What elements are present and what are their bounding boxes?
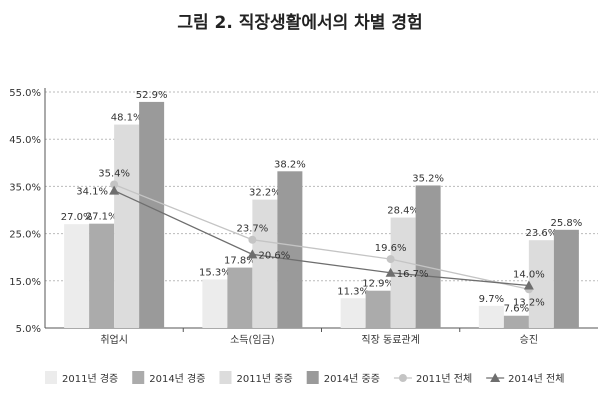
y-tick-label: 35.0% [9,182,41,193]
bar [277,171,303,328]
bar-data-label: 12.9% [362,279,394,290]
bar [528,240,554,328]
bar-data-label: 27.0% [61,212,93,223]
bar [415,185,441,328]
line-point [110,180,119,189]
bar [89,223,115,328]
legend-marker [490,373,501,382]
bar [503,315,529,328]
bar-data-label: 9.7% [479,294,504,305]
x-tick-label: 소득(임금) [230,333,275,346]
bar-data-label: 23.6% [525,228,557,239]
y-tick-label: 25.0% [9,230,41,241]
chart-title: 그림 2. 직장생활에서의 차별 경험 [177,13,423,33]
legend-swatch [45,371,57,384]
bar-data-label: 17.8% [224,256,256,267]
line-point [523,280,534,290]
legend-label: 2011년 전체 [416,373,472,385]
bar-data-label: 38.2% [274,159,306,170]
bar [114,124,140,329]
line-data-label: 16.7% [397,269,429,280]
bar-data-label: 25.8% [550,218,582,229]
bar-data-label: 7.6% [504,304,529,315]
bar [139,101,165,328]
line-data-label: 20.6% [258,250,290,261]
bar-data-label: 28.4% [387,206,419,217]
bar [252,199,278,328]
y-tick-label: 15.0% [9,277,41,288]
line-data-label: 23.7% [236,224,268,235]
line-data-label: 34.1% [76,187,108,198]
line-data-label: 14.0% [513,270,545,281]
bar [64,224,90,328]
y-tick-label: 5.0% [16,324,41,335]
legend-label: 2011년 중증 [236,373,292,385]
line-point [385,267,396,277]
legend-swatch [219,371,232,384]
bar [553,229,579,328]
line-point [109,185,120,195]
bar [227,267,253,328]
legend-label: 2014년 중증 [324,373,380,385]
legend-swatch [306,371,319,384]
line-data-label: 19.6% [375,243,407,254]
legend-label: 2014년 경증 [149,372,205,385]
bar-data-label: 15.3% [199,267,231,278]
bar-data-label: 27.1% [86,212,118,223]
y-tick-label: 45.0% [9,135,41,146]
legend-marker [398,374,407,382]
series-line [113,183,530,290]
bar-data-label: 32.2% [249,188,281,199]
bar-data-label: 11.3% [337,286,369,297]
bar-data-label: 52.9% [136,90,168,101]
bar [365,290,391,328]
legend-label: 2011년 경증 [62,372,118,385]
line-point [247,249,258,259]
legend-swatch [132,371,145,384]
x-tick-label: 직장 동료관계 [361,334,419,346]
bar [478,305,504,328]
line-data-label: 13.2% [513,297,545,308]
y-tick-label: 55.0% [9,88,41,99]
bar-data-label: 35.2% [412,173,444,184]
series-line [113,190,529,287]
bar [202,279,228,328]
bar-data-label: 48.1% [111,113,143,124]
line-data-label: 35.4% [98,169,130,180]
x-tick-label: 승진 [520,334,538,346]
x-tick-label: 취업시 [100,333,128,346]
line-point [248,235,257,244]
line-point [386,255,395,264]
legend-label: 2014년 전체 [508,373,564,385]
bar [340,298,366,328]
